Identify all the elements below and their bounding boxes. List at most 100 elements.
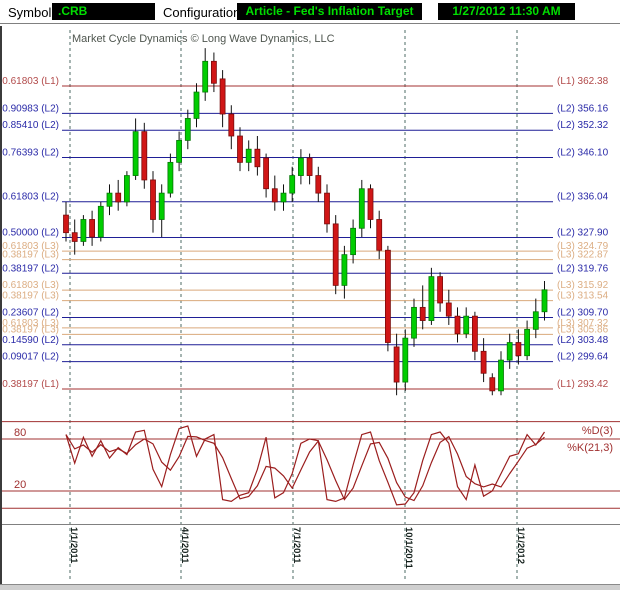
candle-body bbox=[193, 91, 200, 119]
candle-body bbox=[202, 60, 209, 93]
candle-body bbox=[124, 175, 130, 203]
fib-ratio-label: 0.85410 (L2) bbox=[2, 120, 59, 131]
candle-body bbox=[428, 276, 435, 321]
candle-body bbox=[245, 148, 252, 163]
candle-body bbox=[280, 192, 287, 203]
x-axis-date-label: 10/1/2011 bbox=[403, 527, 414, 569]
stoch-level-label: 80 bbox=[14, 427, 26, 439]
fib-ratio-label: 0.61803 (L3) bbox=[2, 318, 59, 329]
window-left-border bbox=[0, 26, 2, 584]
candle-body bbox=[228, 113, 235, 137]
candle-body bbox=[97, 205, 104, 238]
candle-body bbox=[115, 192, 122, 203]
fib-ratio-label: 0.38197 (L2) bbox=[2, 263, 59, 274]
candle-body bbox=[254, 148, 261, 168]
fib-ratio-label: 0.61803 (L1) bbox=[2, 76, 59, 87]
fib-ratio-label: 0.61803 (L3) bbox=[2, 241, 59, 252]
x-axis-date-label: 1/1/2011 bbox=[68, 527, 79, 564]
fib-price-label: (L3) 305.86 bbox=[557, 324, 609, 335]
fib-ratio-label: 0.23607 (L2) bbox=[2, 307, 59, 318]
candle-body bbox=[341, 254, 348, 286]
candle-body bbox=[184, 118, 191, 141]
fib-ratio-label: 0.38197 (L3) bbox=[2, 324, 59, 335]
candle-body bbox=[237, 135, 243, 163]
candle-body bbox=[489, 377, 496, 392]
candle-body bbox=[332, 223, 339, 286]
candle-body bbox=[393, 346, 400, 383]
candle-body bbox=[71, 232, 78, 242]
x-axis-date-label: 7/1/2011 bbox=[291, 527, 302, 564]
candle-body bbox=[106, 192, 113, 207]
candle-body bbox=[411, 306, 417, 339]
candle-body bbox=[80, 219, 87, 242]
stoch-k-line bbox=[65, 425, 545, 506]
fib-price-label: (L2) 299.64 bbox=[557, 352, 609, 363]
stoch-k-label: %K(21,3) bbox=[567, 442, 613, 454]
candle-body bbox=[498, 359, 504, 392]
fib-ratio-label: 0.14590 (L2) bbox=[2, 335, 59, 346]
configuration-field[interactable]: Article - Fed's Inflation Target bbox=[237, 3, 422, 20]
fib-price-label: (L2) 303.48 bbox=[557, 335, 609, 346]
x-axis-date-label: 4/1/2011 bbox=[179, 527, 190, 564]
candle-body bbox=[263, 157, 270, 190]
fib-ratio-label: 0.61803 (L2) bbox=[2, 192, 59, 203]
candle-body bbox=[480, 350, 487, 374]
datetime-field[interactable]: 1/27/2012 11:30 AM bbox=[438, 3, 575, 20]
fib-price-label: (L2) 346.10 bbox=[557, 148, 609, 159]
candle-body bbox=[167, 161, 174, 194]
fib-ratio-label: 0.38197 (L3) bbox=[2, 250, 59, 261]
fib-price-label: (L1) 293.42 bbox=[557, 379, 609, 390]
candle-body bbox=[367, 188, 374, 220]
candle-body bbox=[524, 328, 530, 357]
fib-price-label: (L2) 319.76 bbox=[557, 263, 609, 274]
fib-price-label: (L3) 313.54 bbox=[557, 291, 609, 302]
date-axis-divider bbox=[0, 524, 620, 526]
candle-body bbox=[463, 315, 470, 335]
header-divider bbox=[0, 23, 620, 25]
candle-body bbox=[376, 219, 383, 251]
candle-body bbox=[384, 249, 391, 343]
x-axis-date-label: 1/1/2012 bbox=[515, 527, 526, 564]
chart-title: Market Cycle Dynamics © Long Wave Dynami… bbox=[72, 33, 335, 45]
window-bottom-edge bbox=[0, 584, 620, 590]
candle-body bbox=[150, 179, 156, 220]
candle-body bbox=[271, 188, 278, 203]
candle-body bbox=[402, 337, 409, 383]
configuration-label: Configuration bbox=[163, 5, 241, 20]
candle-body bbox=[219, 78, 226, 115]
candle-body bbox=[515, 342, 522, 357]
header-bar: Symbol .CRB Configuration Article - Fed'… bbox=[0, 0, 620, 23]
fib-price-label: (L1) 362.38 bbox=[557, 76, 609, 87]
candle-body bbox=[350, 227, 357, 256]
candle-body bbox=[532, 311, 539, 330]
candle-body bbox=[158, 192, 165, 220]
candle-body bbox=[541, 289, 548, 313]
stoch-d-line bbox=[65, 434, 545, 502]
candle-body bbox=[358, 188, 365, 229]
fib-ratio-label: 0.38197 (L3) bbox=[2, 291, 59, 302]
fib-ratio-label: 0.50000 (L2) bbox=[2, 228, 59, 239]
fib-ratio-label: 0.38197 (L1) bbox=[2, 379, 59, 390]
stoch-level-label: 20 bbox=[14, 479, 26, 491]
candle-body bbox=[289, 175, 296, 194]
fib-price-label: (L2) 352.32 bbox=[557, 120, 609, 131]
candle-body bbox=[315, 175, 322, 194]
candle-body bbox=[454, 315, 461, 335]
candle-body bbox=[419, 306, 426, 321]
fib-price-label: (L3) 307.32 bbox=[557, 318, 609, 329]
candle-body bbox=[445, 302, 452, 317]
candle-body bbox=[89, 219, 95, 238]
candle-body bbox=[132, 131, 139, 176]
fib-price-label: (L3) 324.79 bbox=[557, 241, 609, 252]
fib-ratio-label: 0.61803 (L3) bbox=[2, 280, 59, 291]
fib-price-label: (L2) 356.16 bbox=[557, 103, 609, 114]
fib-price-label: (L3) 315.92 bbox=[557, 280, 609, 291]
symbol-label: Symbol bbox=[8, 5, 52, 20]
fib-price-label: (L2) 327.90 bbox=[557, 228, 609, 239]
symbol-field[interactable]: .CRB bbox=[52, 3, 155, 20]
candle-body bbox=[176, 139, 183, 163]
candle-body bbox=[63, 214, 69, 234]
fib-price-label: (L2) 309.70 bbox=[557, 307, 609, 318]
